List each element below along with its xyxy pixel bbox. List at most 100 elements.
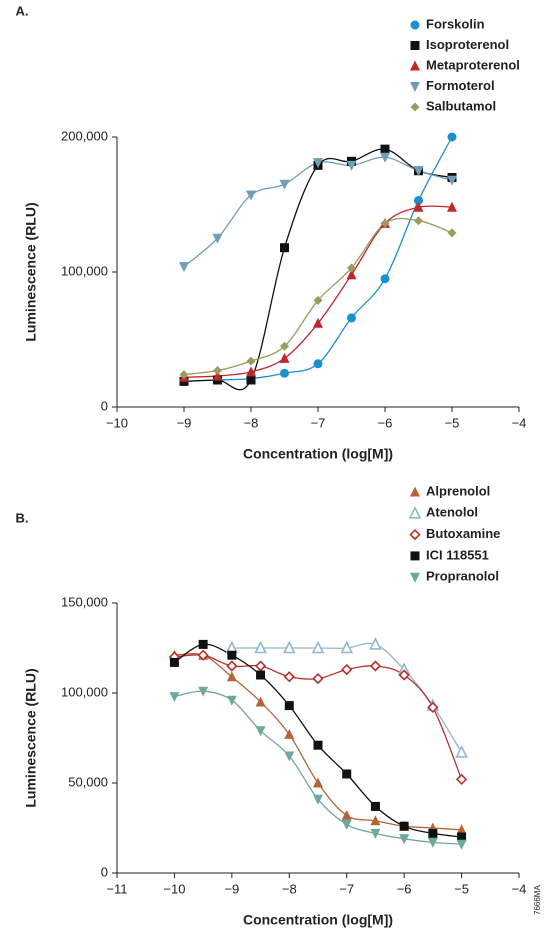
marker: [346, 269, 357, 280]
x-tick-label: −4: [512, 881, 527, 896]
x-tick-label: −5: [454, 881, 469, 896]
marker: [370, 828, 381, 839]
legend-label: ICI 118551: [426, 547, 489, 562]
marker: [380, 152, 390, 163]
y-tick-label: 100,000: [61, 263, 108, 278]
marker: [283, 671, 295, 683]
marker: [255, 726, 266, 737]
legend-marker: [410, 102, 420, 112]
x-tick-label: −10: [163, 881, 185, 896]
marker: [280, 341, 289, 351]
fit-curve: [183, 136, 453, 382]
marker: [255, 696, 266, 707]
marker: [456, 839, 467, 850]
marker: [370, 801, 380, 811]
marker: [340, 640, 354, 654]
marker: [399, 834, 410, 845]
marker: [284, 751, 295, 762]
y-tick-label: 200,000: [61, 128, 108, 143]
x-tick-label: −11: [106, 881, 127, 896]
marker: [380, 218, 390, 228]
marker: [312, 672, 324, 685]
marker: [369, 660, 382, 672]
y-tick-label: 150,000: [61, 594, 108, 609]
marker: [246, 356, 256, 366]
marker: [254, 660, 267, 672]
marker: [399, 821, 409, 831]
marker: [380, 144, 390, 154]
y-tick-label: 0: [101, 864, 108, 879]
marker: [179, 370, 189, 380]
marker: [179, 262, 189, 273]
fit-curve: [174, 690, 462, 845]
fit-curve: [183, 156, 453, 268]
figure-code: 7666MA: [533, 885, 542, 915]
marker: [280, 243, 289, 253]
marker: [347, 313, 356, 323]
legend-marker: [410, 20, 420, 30]
panel-label: A.: [16, 3, 29, 18]
x-tick-label: −5: [445, 415, 460, 430]
legend-label: Atenolol: [426, 505, 478, 520]
marker: [227, 650, 237, 660]
marker: [279, 352, 290, 363]
marker: [212, 233, 223, 244]
legend-marker: [410, 551, 420, 561]
marker: [342, 769, 352, 779]
marker: [346, 160, 357, 171]
marker: [226, 671, 237, 682]
marker: [428, 828, 438, 838]
x-tick-label: −6: [378, 415, 393, 430]
marker: [246, 375, 256, 385]
marker: [313, 317, 323, 328]
marker: [447, 132, 457, 142]
marker: [198, 686, 209, 697]
y-axis-label: Luminescence (RLU): [23, 668, 39, 807]
marker: [284, 701, 294, 711]
marker: [311, 640, 325, 654]
marker: [246, 366, 256, 377]
marker: [341, 809, 352, 820]
marker: [370, 815, 381, 826]
marker: [456, 824, 467, 835]
marker: [414, 195, 423, 205]
x-tick-label: −8: [244, 415, 259, 430]
marker: [313, 740, 323, 750]
legend-marker: [410, 82, 420, 92]
x-tick-label: −7: [339, 881, 354, 896]
marker: [282, 640, 296, 654]
x-tick-label: −9: [177, 415, 192, 430]
x-tick-label: −6: [397, 881, 412, 896]
marker: [313, 794, 323, 805]
marker: [256, 670, 266, 680]
marker: [447, 175, 457, 186]
marker: [413, 166, 424, 177]
marker: [213, 366, 222, 376]
x-tick-label: −8: [282, 881, 297, 896]
x-tick-label: −10: [106, 415, 128, 430]
marker: [313, 295, 323, 305]
marker: [313, 777, 323, 788]
x-tick-label: −9: [224, 881, 239, 896]
marker: [427, 701, 439, 714]
marker: [347, 263, 356, 273]
legend-label: Salbutamol: [426, 98, 496, 113]
marker: [212, 370, 223, 381]
marker: [457, 832, 467, 842]
marker: [226, 695, 237, 706]
marker: [447, 228, 457, 238]
legend-label: Propranolol: [426, 569, 499, 584]
x-axis-label: Concentration (log[M]): [243, 912, 393, 928]
marker: [198, 639, 208, 649]
marker: [341, 663, 353, 676]
legend-label: Butoxamine: [426, 526, 500, 541]
marker: [380, 274, 390, 284]
y-axis-label: Luminescence (RLU): [23, 202, 39, 341]
legend-marker: [410, 60, 420, 71]
legend-marker: [410, 41, 420, 50]
fit-curve: [183, 205, 453, 378]
marker: [280, 368, 289, 378]
legend-marker: [410, 486, 420, 497]
y-tick-label: 0: [101, 398, 108, 413]
marker: [447, 201, 457, 212]
